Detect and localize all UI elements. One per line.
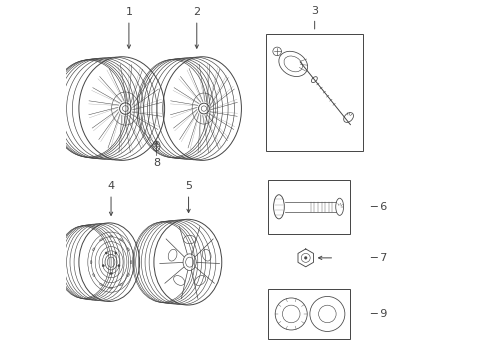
Bar: [268, 289, 350, 339]
Circle shape: [110, 273, 112, 275]
Circle shape: [304, 257, 307, 259]
Circle shape: [115, 252, 117, 254]
Text: 4: 4: [107, 181, 115, 215]
Text: ─ 7: ─ 7: [370, 253, 388, 263]
Circle shape: [102, 265, 104, 267]
Text: 5: 5: [185, 181, 192, 212]
Text: 3: 3: [311, 6, 318, 29]
Bar: [268, 180, 350, 234]
Text: 8: 8: [153, 142, 160, 168]
Text: ─ 6: ─ 6: [370, 202, 387, 212]
Text: 1: 1: [125, 8, 132, 48]
Text: 2: 2: [193, 8, 200, 48]
Text: ─ 9: ─ 9: [370, 309, 388, 319]
Circle shape: [118, 265, 120, 267]
Bar: [267, 33, 363, 152]
Circle shape: [105, 252, 107, 254]
